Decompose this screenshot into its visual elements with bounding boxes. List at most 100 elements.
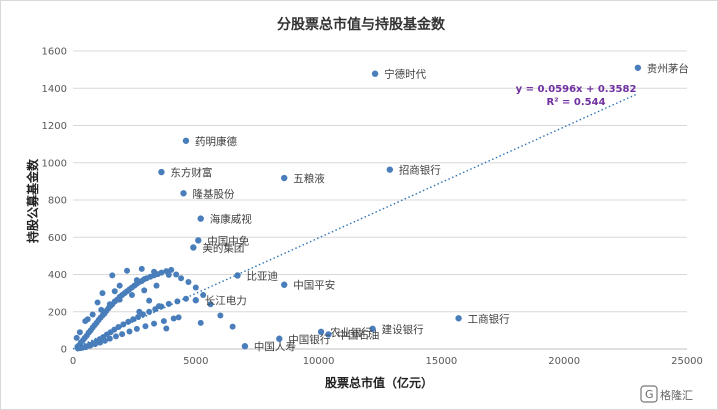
trendline-path xyxy=(72,92,639,350)
point-label: 中国人寿 xyxy=(254,340,296,353)
watermark-text: 格隆汇 xyxy=(660,388,693,402)
y-tick-label: 0 xyxy=(61,345,67,356)
point-label: 药明康德 xyxy=(195,135,237,148)
trendline-equation: y = 0.0596x + 0.3582 xyxy=(516,84,637,95)
scatter-point xyxy=(185,278,192,285)
point-label: 中国平安 xyxy=(293,279,335,292)
watermark-glyph: G xyxy=(645,388,654,401)
scatter-point xyxy=(106,301,113,308)
scatter-point xyxy=(197,215,204,222)
scatter-point xyxy=(146,308,153,315)
y-tick-label: 1200 xyxy=(42,121,67,132)
scatter-point xyxy=(158,168,165,176)
scatter-point xyxy=(165,300,172,307)
scatter-point xyxy=(229,323,236,330)
y-tick-label: 1000 xyxy=(42,158,67,169)
scatter-point xyxy=(136,308,143,315)
scatter-point xyxy=(130,316,137,323)
scatter-point xyxy=(160,318,167,325)
watermark-logo: G 格隆汇 xyxy=(640,385,693,403)
point-label: 贵州茅台 xyxy=(647,62,689,75)
grid-lines xyxy=(73,50,687,350)
scatter-point xyxy=(234,272,241,279)
point-cluster xyxy=(73,265,236,352)
scatter-point xyxy=(125,318,132,325)
scatter-point xyxy=(168,266,175,273)
scatter-point xyxy=(106,335,113,342)
scatter-point xyxy=(126,328,133,335)
scatter-point xyxy=(101,337,108,344)
point-label: 海康威视 xyxy=(210,213,252,226)
point-label: 建设银行 xyxy=(382,323,424,336)
scatter-point xyxy=(155,303,162,310)
scatter-point xyxy=(371,70,379,77)
watermark-icon xyxy=(640,385,658,403)
scatter-point xyxy=(99,290,106,297)
trendline-r2: R² = 0.544 xyxy=(546,97,605,108)
scatter-point xyxy=(180,190,187,197)
scatter-point xyxy=(197,319,204,326)
y-tick-label: 200 xyxy=(48,307,67,318)
point-label: 五粮液 xyxy=(293,172,325,185)
scatter-point xyxy=(178,275,185,282)
scatter-point xyxy=(281,281,288,288)
scatter-point xyxy=(455,315,462,322)
scatter-point xyxy=(151,268,158,275)
scatter-point xyxy=(190,244,197,251)
point-label: 农业银行 xyxy=(330,326,372,339)
scatter-point xyxy=(163,325,170,332)
scatter-point xyxy=(98,306,105,313)
y-tick-label: 600 xyxy=(48,233,67,244)
scatter-point xyxy=(369,325,376,333)
point-label: 长江电力 xyxy=(205,294,247,307)
scatter-point xyxy=(241,343,249,350)
scatter-point xyxy=(73,334,80,341)
scatter-point xyxy=(116,282,123,289)
x-tick-label: 5000 xyxy=(183,356,208,367)
scatter-point xyxy=(281,174,288,182)
scatter-point xyxy=(200,291,207,298)
point-label: 隆基股份 xyxy=(193,187,235,200)
scatter-point xyxy=(182,295,189,302)
point-label: 中国中免 xyxy=(207,234,249,247)
scatter-point xyxy=(170,315,177,322)
scatter-point xyxy=(133,277,140,284)
scatter-point xyxy=(133,325,140,332)
point-label: 工商银行 xyxy=(468,312,510,325)
scatter-point xyxy=(153,282,160,289)
scatter-point xyxy=(138,265,145,272)
scatter-point xyxy=(146,297,153,304)
y-tick-label: 800 xyxy=(48,196,67,207)
scatter-point xyxy=(207,301,214,308)
scatter-point xyxy=(317,328,325,336)
scatter-point xyxy=(128,291,135,298)
y-tick-label: 1600 xyxy=(42,47,67,58)
scatter-point xyxy=(151,320,158,327)
scatter-point xyxy=(192,297,199,304)
x-axis-label: 股票总市值（亿元） xyxy=(325,375,433,390)
x-tick-labels: 0 5000 10000 15000 20000 25000 xyxy=(70,356,703,367)
scatter-point xyxy=(97,339,104,346)
x-tick-label: 25000 xyxy=(671,356,703,367)
scatter-point xyxy=(87,342,94,349)
scatter-point xyxy=(217,312,224,319)
x-tick-label: 15000 xyxy=(425,356,457,367)
scatter-point xyxy=(195,237,202,244)
scatter-point xyxy=(276,335,283,342)
x-tick-label: 10000 xyxy=(303,356,335,367)
y-tick-labels: 0 200 400 600 800 1000 1200 1400 1600 xyxy=(42,47,67,356)
scatter-point xyxy=(116,296,123,303)
point-label: 招商银行 xyxy=(399,164,441,177)
x-tick-label: 20000 xyxy=(548,356,580,367)
scatter-point xyxy=(634,64,642,71)
y-tick-label: 1400 xyxy=(42,84,67,95)
y-axis-label: 持股公募基金数 xyxy=(25,158,40,243)
scatter-point xyxy=(182,137,190,144)
scatter-point xyxy=(192,284,199,291)
scatter-point xyxy=(76,329,83,336)
scatter-point xyxy=(158,269,165,276)
scatter-point xyxy=(119,331,126,338)
